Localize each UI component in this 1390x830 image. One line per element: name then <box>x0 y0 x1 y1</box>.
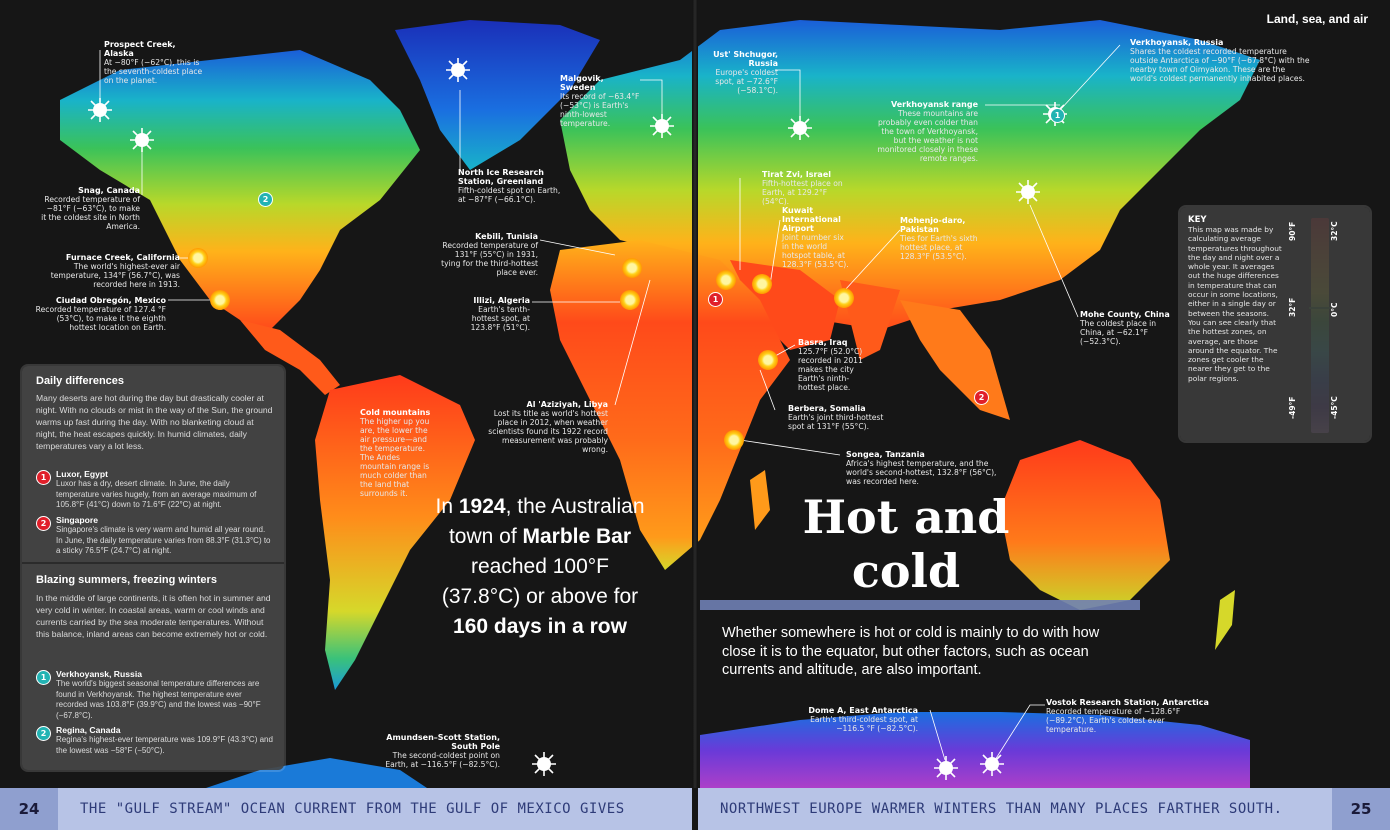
daily-item-title: Luxor, Egypt <box>56 469 109 479</box>
page-title: Hot and cold <box>802 490 1010 598</box>
marble-bar-days: 160 days in a row <box>453 615 627 638</box>
label-kebili: Kebili, Tunisia Recorded temperature of 1… <box>441 232 538 277</box>
label-basra: Basra, Iraq 125.7°F (52.0°C) recorded in … <box>798 338 863 392</box>
label-berbera: Berbera, Somalia Earth's joint third-hott… <box>788 404 884 431</box>
label-ust-shchugor: Ust' Shchugor, Russia Europe's coldest sp… <box>713 50 778 95</box>
daily-text: Many deserts are hot during the day but … <box>36 393 273 451</box>
blazing-item-title: Verkhoyansk, Russia <box>56 669 142 679</box>
daily-item-text: Singapore's climate is very warm and hum… <box>56 525 271 555</box>
sun-icon <box>752 274 772 294</box>
snowflake-icon <box>88 98 112 122</box>
snowflake-icon <box>788 116 812 140</box>
snowflake-icon <box>532 752 556 776</box>
key-f-top: 90°F <box>1288 221 1297 241</box>
sun-icon <box>620 290 640 310</box>
sun-icon <box>622 258 642 278</box>
key-heading: KEY <box>1188 215 1207 225</box>
page-gutter <box>692 0 698 788</box>
footer-bar-right <box>698 788 1332 830</box>
marble-bar-town: Marble Bar <box>522 525 632 548</box>
footer-text-left: THE "GULF STREAM" OCEAN CURRENT FROM THE… <box>80 801 625 817</box>
label-cold-mountains: Cold mountains The higher up you are, the… <box>360 408 431 498</box>
footer-bar-left <box>58 788 692 830</box>
daily-item-badge: 2 <box>36 516 51 531</box>
badge-verkhoyansk: 1 <box>1050 108 1065 123</box>
snowflake-icon <box>446 58 470 82</box>
page-number-left: 24 <box>0 788 58 830</box>
label-malgovik: Malgovik, Sweden Its record of −63.4°F (−… <box>560 74 640 128</box>
label-north-ice: North Ice Research Station, Greenland Fif… <box>458 168 561 204</box>
label-amundsen-scott: Amundsen–Scott Station, South Pole The se… <box>385 733 500 769</box>
label-illizi: Illizi, Algeria Earth's tenth-hottest spo… <box>470 296 530 332</box>
label-dome-a: Dome A, East Antarctica Earth's third-col… <box>808 706 918 733</box>
sun-icon <box>716 270 736 290</box>
marble-bar-fact: In 1924, the Australian town of Marble B… <box>435 495 645 638</box>
label-tirat-zvi: Tirat Zvi, Israel Fifth-hottest place on … <box>762 170 843 206</box>
label-aziziyah: Al 'Aziziyah, Libya Lost its title as wor… <box>488 400 608 454</box>
daily-item-text: Luxor has a dry, desert climate. In June… <box>56 479 257 509</box>
sun-icon <box>758 350 778 370</box>
daily-item-title: Singapore <box>56 515 99 525</box>
blazing-item-text: Regina's highest-ever temperature was 10… <box>56 735 273 755</box>
badge-regina: 2 <box>258 192 273 207</box>
label-prospect-creek: Prospect Creek, Alaska At −80°F (−62°C), … <box>104 40 203 85</box>
blazing-item-badge: 2 <box>36 726 51 741</box>
label-vostok: Vostok Research Station, Antarctica Recor… <box>1046 698 1209 734</box>
footer-text-right: NORTHWEST EUROPE WARMER WINTERS THAN MAN… <box>720 801 1283 817</box>
label-mohenjo-daro: Mohenjo-daro, Pakistan Ties for Earth's s… <box>900 216 978 261</box>
blazing-item-title: Regina, Canada <box>56 725 121 735</box>
marble-bar-year: 1924 <box>458 495 506 518</box>
sun-icon <box>188 248 208 268</box>
daily-differences-panel: Daily differences Many deserts are hot d… <box>22 366 284 770</box>
daily-heading: Daily differences <box>36 375 125 387</box>
label-verkhoyansk: Verkhoyansk, Russia Shares the coldest re… <box>1130 38 1310 83</box>
daily-item-badge: 1 <box>36 470 51 485</box>
label-ciudad-obregon: Ciudad Obregón, Mexico Recorded temperatu… <box>35 296 166 332</box>
world-temperature-map <box>60 20 1331 790</box>
label-songea: Songea, Tanzania Africa's highest tempera… <box>846 450 997 486</box>
sun-icon <box>210 290 230 310</box>
intro-text: Whether somewhere is hot or cold is main… <box>722 625 1100 678</box>
key-panel: KEY This map was made by calculating ave… <box>1180 207 1370 441</box>
label-kuwait-airport: Kuwait International Airport Joint number… <box>782 206 849 269</box>
snowflake-icon <box>1016 180 1040 204</box>
key-c-bot: -45°C <box>1330 396 1339 419</box>
section-header: Land, sea, and air <box>1266 12 1368 26</box>
badge-luxor: 1 <box>708 292 723 307</box>
page-number-right: 25 <box>1332 788 1390 830</box>
key-f-bot: -49°F <box>1288 396 1297 419</box>
sun-icon <box>834 288 854 308</box>
label-verkhoyansk-range: Verkhoyansk range These mountains are pro… <box>877 100 978 163</box>
sun-icon <box>724 430 744 450</box>
blazing-text: In the middle of large continents, it is… <box>36 593 271 639</box>
key-text: This map was made by calculating average… <box>1188 225 1282 383</box>
key-f-mid: 32°F <box>1288 297 1297 317</box>
badge-singapore: 2 <box>974 390 989 405</box>
blazing-item-text: The world's biggest seasonal temperature… <box>56 679 261 720</box>
snowflake-icon <box>934 756 958 780</box>
label-mohe-county: Mohe County, China The coldest place in C… <box>1080 310 1170 346</box>
label-snag: Snag, Canada Recorded temperature of −81°… <box>41 186 140 231</box>
label-furnace-creek: Furnace Creek, California The world's hig… <box>50 253 180 289</box>
panel-divider <box>22 562 284 564</box>
snowflake-icon <box>130 128 154 152</box>
blazing-heading: Blazing summers, freezing winters <box>36 574 217 586</box>
snowflake-icon <box>650 114 674 138</box>
key-c-top: 32°C <box>1330 221 1339 241</box>
blazing-item-badge: 1 <box>36 670 51 685</box>
snowflake-icon <box>980 752 1004 776</box>
key-c-mid: 0°C <box>1330 302 1339 317</box>
